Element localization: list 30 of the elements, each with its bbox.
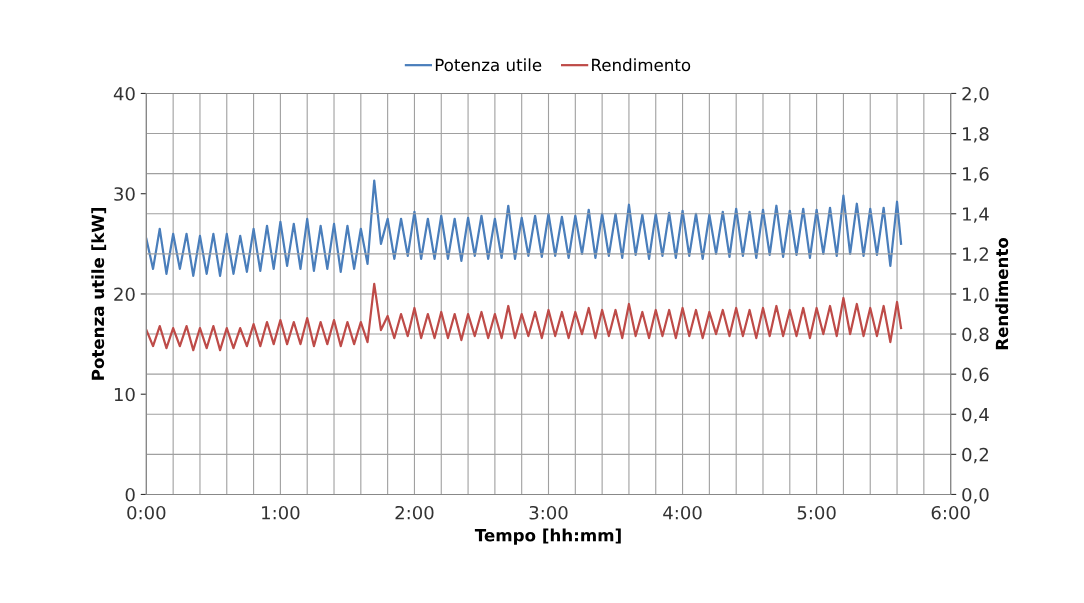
x-tick-label: 0:00 bbox=[127, 505, 166, 520]
legend-label: Rendimento bbox=[592, 58, 691, 72]
x-axis-title: Tempo [hh:mm] bbox=[474, 528, 621, 545]
y2-tick-label: 2,0 bbox=[962, 86, 989, 103]
y2-tick-label: 1,0 bbox=[963, 287, 989, 303]
y2-tick-label: 1,6 bbox=[963, 167, 989, 183]
x-tick-label: 1:00 bbox=[262, 505, 300, 520]
y2-tick-label: 1,4 bbox=[963, 207, 989, 223]
y-tick-label: 0 bbox=[125, 487, 135, 502]
y2-axis-title: Rendimento bbox=[995, 237, 1009, 350]
y-tick-label: 40 bbox=[113, 86, 135, 101]
y-tick-label: 20 bbox=[114, 287, 135, 302]
legend-label: Potenza utile bbox=[435, 58, 542, 72]
x-tick-label: 4:00 bbox=[663, 505, 702, 520]
x-tick-label: 2:00 bbox=[395, 505, 434, 520]
y2-tick-label: 0,6 bbox=[962, 367, 989, 384]
y2-tick-label: 0,0 bbox=[962, 487, 989, 504]
y2-tick-label: 1,2 bbox=[963, 247, 988, 263]
x-tick-label: 3:00 bbox=[529, 505, 568, 520]
y2-tick-label: 1,8 bbox=[963, 127, 989, 143]
y2-tick-label: 0,4 bbox=[962, 407, 989, 424]
x-tick-label: 5:00 bbox=[797, 505, 836, 520]
y2-tick-label: 0,8 bbox=[962, 327, 989, 344]
y-axis-title: Potenza utile [kW] bbox=[91, 208, 107, 380]
y2-tick-label: 0,2 bbox=[962, 447, 988, 464]
y-tick-label: 10 bbox=[114, 387, 135, 402]
x-tick-label: 6:00 bbox=[931, 505, 970, 520]
line-series bbox=[146, 179, 903, 278]
line-series bbox=[146, 282, 903, 352]
y-tick-label: 30 bbox=[114, 187, 135, 201]
